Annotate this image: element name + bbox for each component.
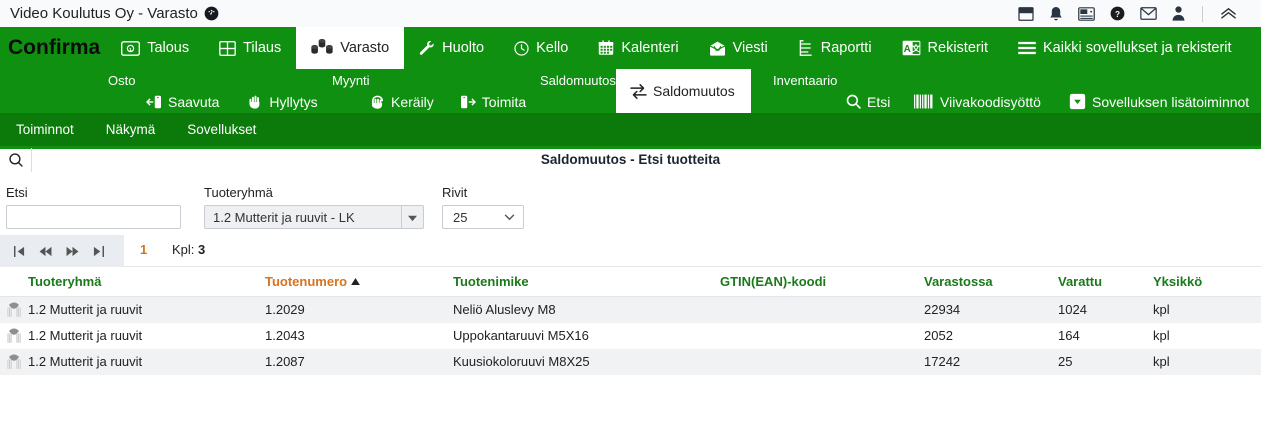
svg-text:文: 文 [911, 43, 920, 54]
svg-text:?: ? [1115, 10, 1120, 19]
svg-text:1: 1 [129, 46, 132, 52]
svg-text:A: A [903, 44, 910, 55]
